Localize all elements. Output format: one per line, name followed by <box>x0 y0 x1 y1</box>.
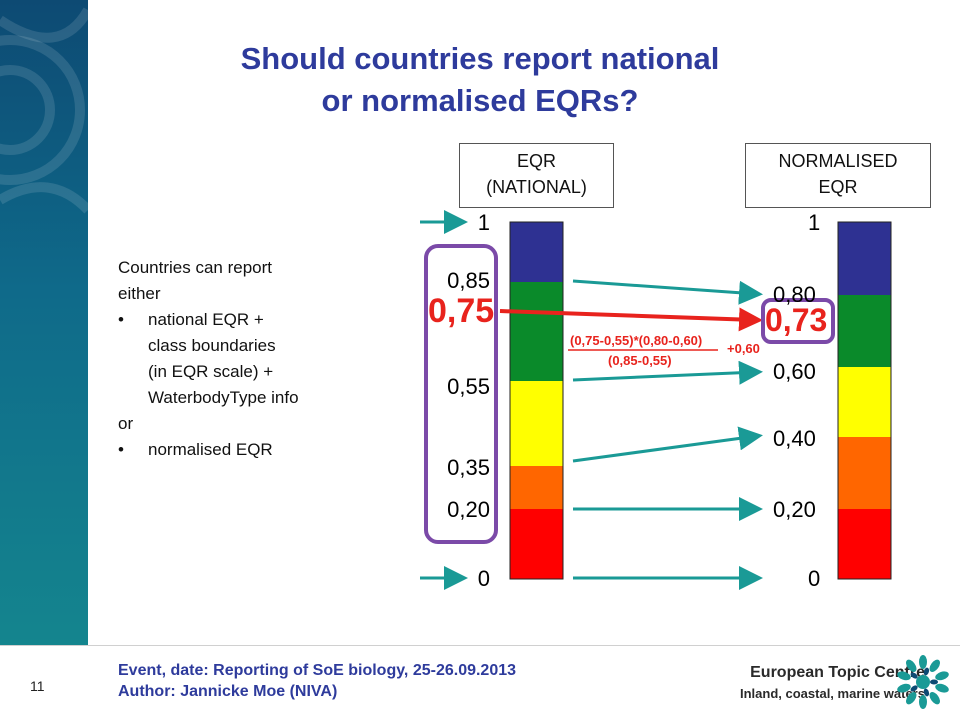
bullet1-line-3: (in EQR scale) + <box>148 362 274 381</box>
normalised-value-frame <box>761 298 835 344</box>
conversion-arrow <box>499 307 763 332</box>
bullet1-line-2: class boundaries <box>148 336 276 355</box>
national-class-bad <box>510 509 563 579</box>
normalised-eqr-box: NORMALISED EQR <box>745 143 931 208</box>
arrow-map-moderate-poor <box>572 426 763 463</box>
national-tick-055: 0,55 <box>447 374 490 399</box>
normalised-tick-0: 0 <box>808 566 821 591</box>
national-class-bar <box>509 221 564 580</box>
org-line-2: Inland, coastal, marine waters <box>740 686 925 701</box>
formula-denominator: (0,85-0,55) <box>608 353 672 368</box>
bullet1-line-4: WaterbodyType info <box>148 388 299 407</box>
or-text: or <box>118 414 134 433</box>
org-line-1: European Topic Centre <box>750 664 925 681</box>
footer-band <box>0 645 960 721</box>
national-tick-035: 0,35 <box>447 455 490 480</box>
normalised-class-good <box>838 295 891 367</box>
leaf-pattern-icon <box>0 7 88 214</box>
footer-credits: Event, date: Reporting of SoE biology, 2… <box>118 660 516 702</box>
national-class-poor <box>510 466 563 509</box>
national-tick-1: 1 <box>477 210 490 235</box>
normalised-tick-060: 0,60 <box>773 359 816 384</box>
bullet2-text: normalised EQR <box>148 440 273 459</box>
normalised-tick-020: 0,20 <box>773 497 816 522</box>
title-line-2: or normalised EQRs? <box>321 83 639 118</box>
sidebar-band <box>0 0 88 645</box>
national-tick-085: 0,85 <box>447 268 490 293</box>
arrow-map-good-moderate <box>572 360 763 385</box>
national-tick-0: 0 <box>477 566 490 591</box>
national-class-high <box>510 222 563 282</box>
normalised-tick-040: 0,40 <box>773 426 816 451</box>
formula-addend: +0,60 <box>727 341 760 356</box>
arrow-map-high-good <box>572 279 763 305</box>
national-class-moderate <box>510 381 563 466</box>
national-eqr-box: EQR (NATIONAL) <box>459 143 614 208</box>
normalised-box-line-1: NORMALISED <box>778 151 898 171</box>
national-class-good <box>510 282 563 381</box>
normalised-box-line-2: EQR <box>818 177 858 197</box>
normalised-class-high <box>838 222 891 295</box>
national-box-line-1: EQR <box>516 151 556 171</box>
normalised-tick-080: 0,80 <box>773 282 816 307</box>
explanation-text: Countries can report either • national E… <box>118 255 378 463</box>
national-value: 0,75 <box>428 292 495 330</box>
page-title: Should countries report national or norm… <box>130 38 830 122</box>
intro-line-1: Countries can report <box>118 258 273 277</box>
bullet-dot-icon: • <box>118 310 124 329</box>
normalised-class-bad <box>838 509 891 579</box>
bullet1-line-1: national EQR + <box>148 310 264 329</box>
bullet-item-normalised: • normalised EQR <box>118 437 378 463</box>
normalised-value: 0,73 <box>765 302 828 338</box>
etc-logo-icon <box>897 655 949 709</box>
title-line-1: Should countries report national <box>240 41 720 76</box>
formula-numerator: (0,75-0,55)*(0,80-0,60) <box>570 333 703 348</box>
footer-event: Event, date: Reporting of SoE biology, 2… <box>118 662 517 679</box>
normalised-class-poor <box>838 437 891 509</box>
national-labels-frame <box>424 244 498 544</box>
national-box-line-2: (NATIONAL) <box>486 177 587 197</box>
normalised-tick-1: 1 <box>808 210 821 235</box>
intro-line-2: either <box>118 284 161 303</box>
footer-author: Author: Jannicke Moe (NIVA) <box>118 683 338 700</box>
normalised-class-moderate <box>838 367 891 437</box>
organisation-name: European Topic Centre Inland, coastal, m… <box>740 664 925 701</box>
normalised-class-bar <box>837 221 892 580</box>
page-number: 11 <box>30 678 45 694</box>
bullet-dot-icon: • <box>118 440 124 459</box>
national-tick-020: 0,20 <box>447 497 490 522</box>
bullet-item-national: • national EQR + <box>118 307 378 333</box>
